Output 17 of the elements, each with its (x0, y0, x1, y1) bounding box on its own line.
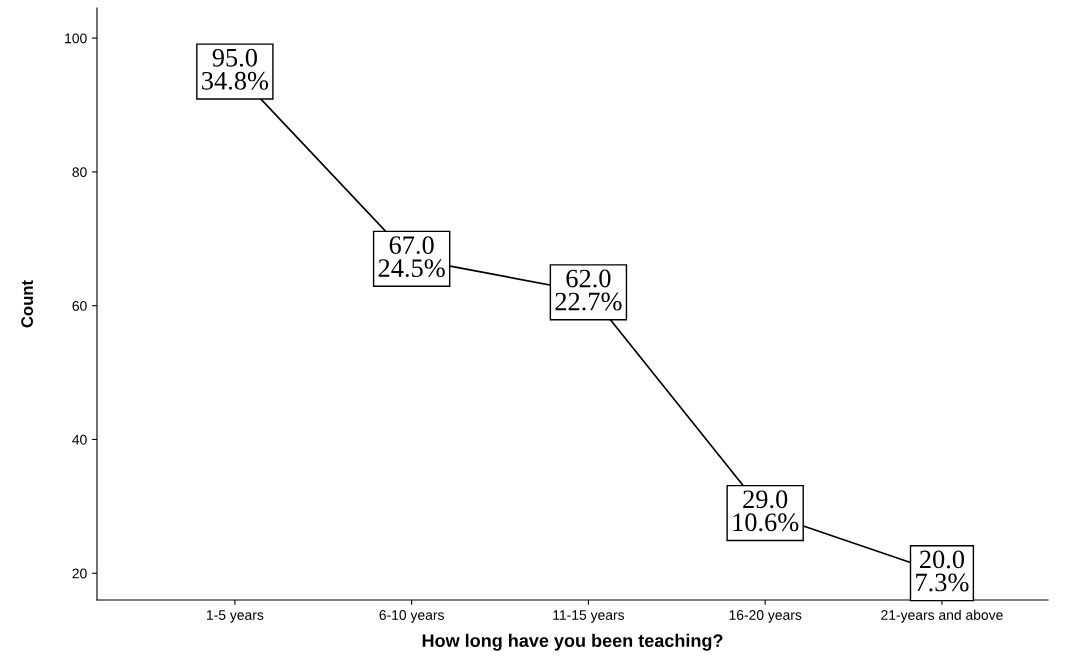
x-tick-label: 16-20 years (729, 610, 802, 623)
y-tick-label: 80 (72, 167, 87, 178)
x-tick-label: 21-years and above (881, 609, 1003, 623)
y-tick-label: 20 (72, 568, 87, 579)
data-label: 95.0 34.8% (202, 48, 269, 90)
x-tick-label: 6-10 years (379, 610, 444, 623)
y-tick-label: 40 (72, 434, 87, 445)
x-tick-label: 11-15 years (553, 610, 625, 623)
data-label: 20.0 7.3% (916, 550, 969, 592)
y-tick-label: 60 (72, 301, 87, 311)
y-tick-label: 100 (65, 33, 87, 44)
data-label: 62.0 22.7% (555, 269, 622, 311)
data-label: 67.0 24.5% (378, 236, 445, 278)
data-label: 29.0 10.6% (733, 490, 799, 532)
y-axis-title: Count (21, 280, 34, 328)
x-tick-label: 1-5 years (206, 610, 264, 623)
x-axis-title: How long have you been teaching? (422, 633, 723, 651)
